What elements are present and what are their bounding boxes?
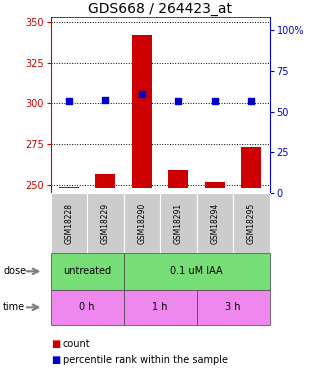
Text: ■: ■ [51,339,60,349]
Point [103,97,108,103]
Text: untreated: untreated [63,266,111,276]
Text: percentile rank within the sample: percentile rank within the sample [63,355,228,365]
Bar [87,193,124,253]
Title: GDS668 / 264423_at: GDS668 / 264423_at [88,2,232,16]
Text: GSM18228: GSM18228 [65,202,74,244]
Text: 1 h: 1 h [152,302,168,312]
Bar [197,193,233,253]
Bar [59,187,79,188]
Point [66,99,72,105]
Bar [160,193,197,253]
Bar [51,193,87,253]
Text: time: time [3,302,25,312]
Text: 0.1 uM IAA: 0.1 uM IAA [170,266,223,276]
Text: GSM18229: GSM18229 [101,202,110,244]
Bar [51,290,124,325]
Bar [132,35,152,188]
Bar [241,147,261,188]
Bar [233,193,270,253]
Text: count: count [63,339,90,349]
Text: 0 h: 0 h [80,302,95,312]
Bar [124,253,270,290]
Text: ■: ■ [51,355,60,365]
Text: dose: dose [3,266,26,276]
Text: GSM18291: GSM18291 [174,202,183,244]
Bar [124,290,197,325]
Point [139,92,144,98]
Text: GSM18294: GSM18294 [210,202,220,244]
Bar [205,182,225,188]
Point [212,99,217,105]
Bar [95,174,116,188]
Point [176,99,181,105]
Bar [197,290,270,325]
Text: GSM18295: GSM18295 [247,202,256,244]
Point [249,99,254,105]
Text: GSM18290: GSM18290 [137,202,146,244]
Bar [169,170,188,188]
Bar [124,193,160,253]
Text: 3 h: 3 h [225,302,241,312]
Bar [51,253,124,290]
